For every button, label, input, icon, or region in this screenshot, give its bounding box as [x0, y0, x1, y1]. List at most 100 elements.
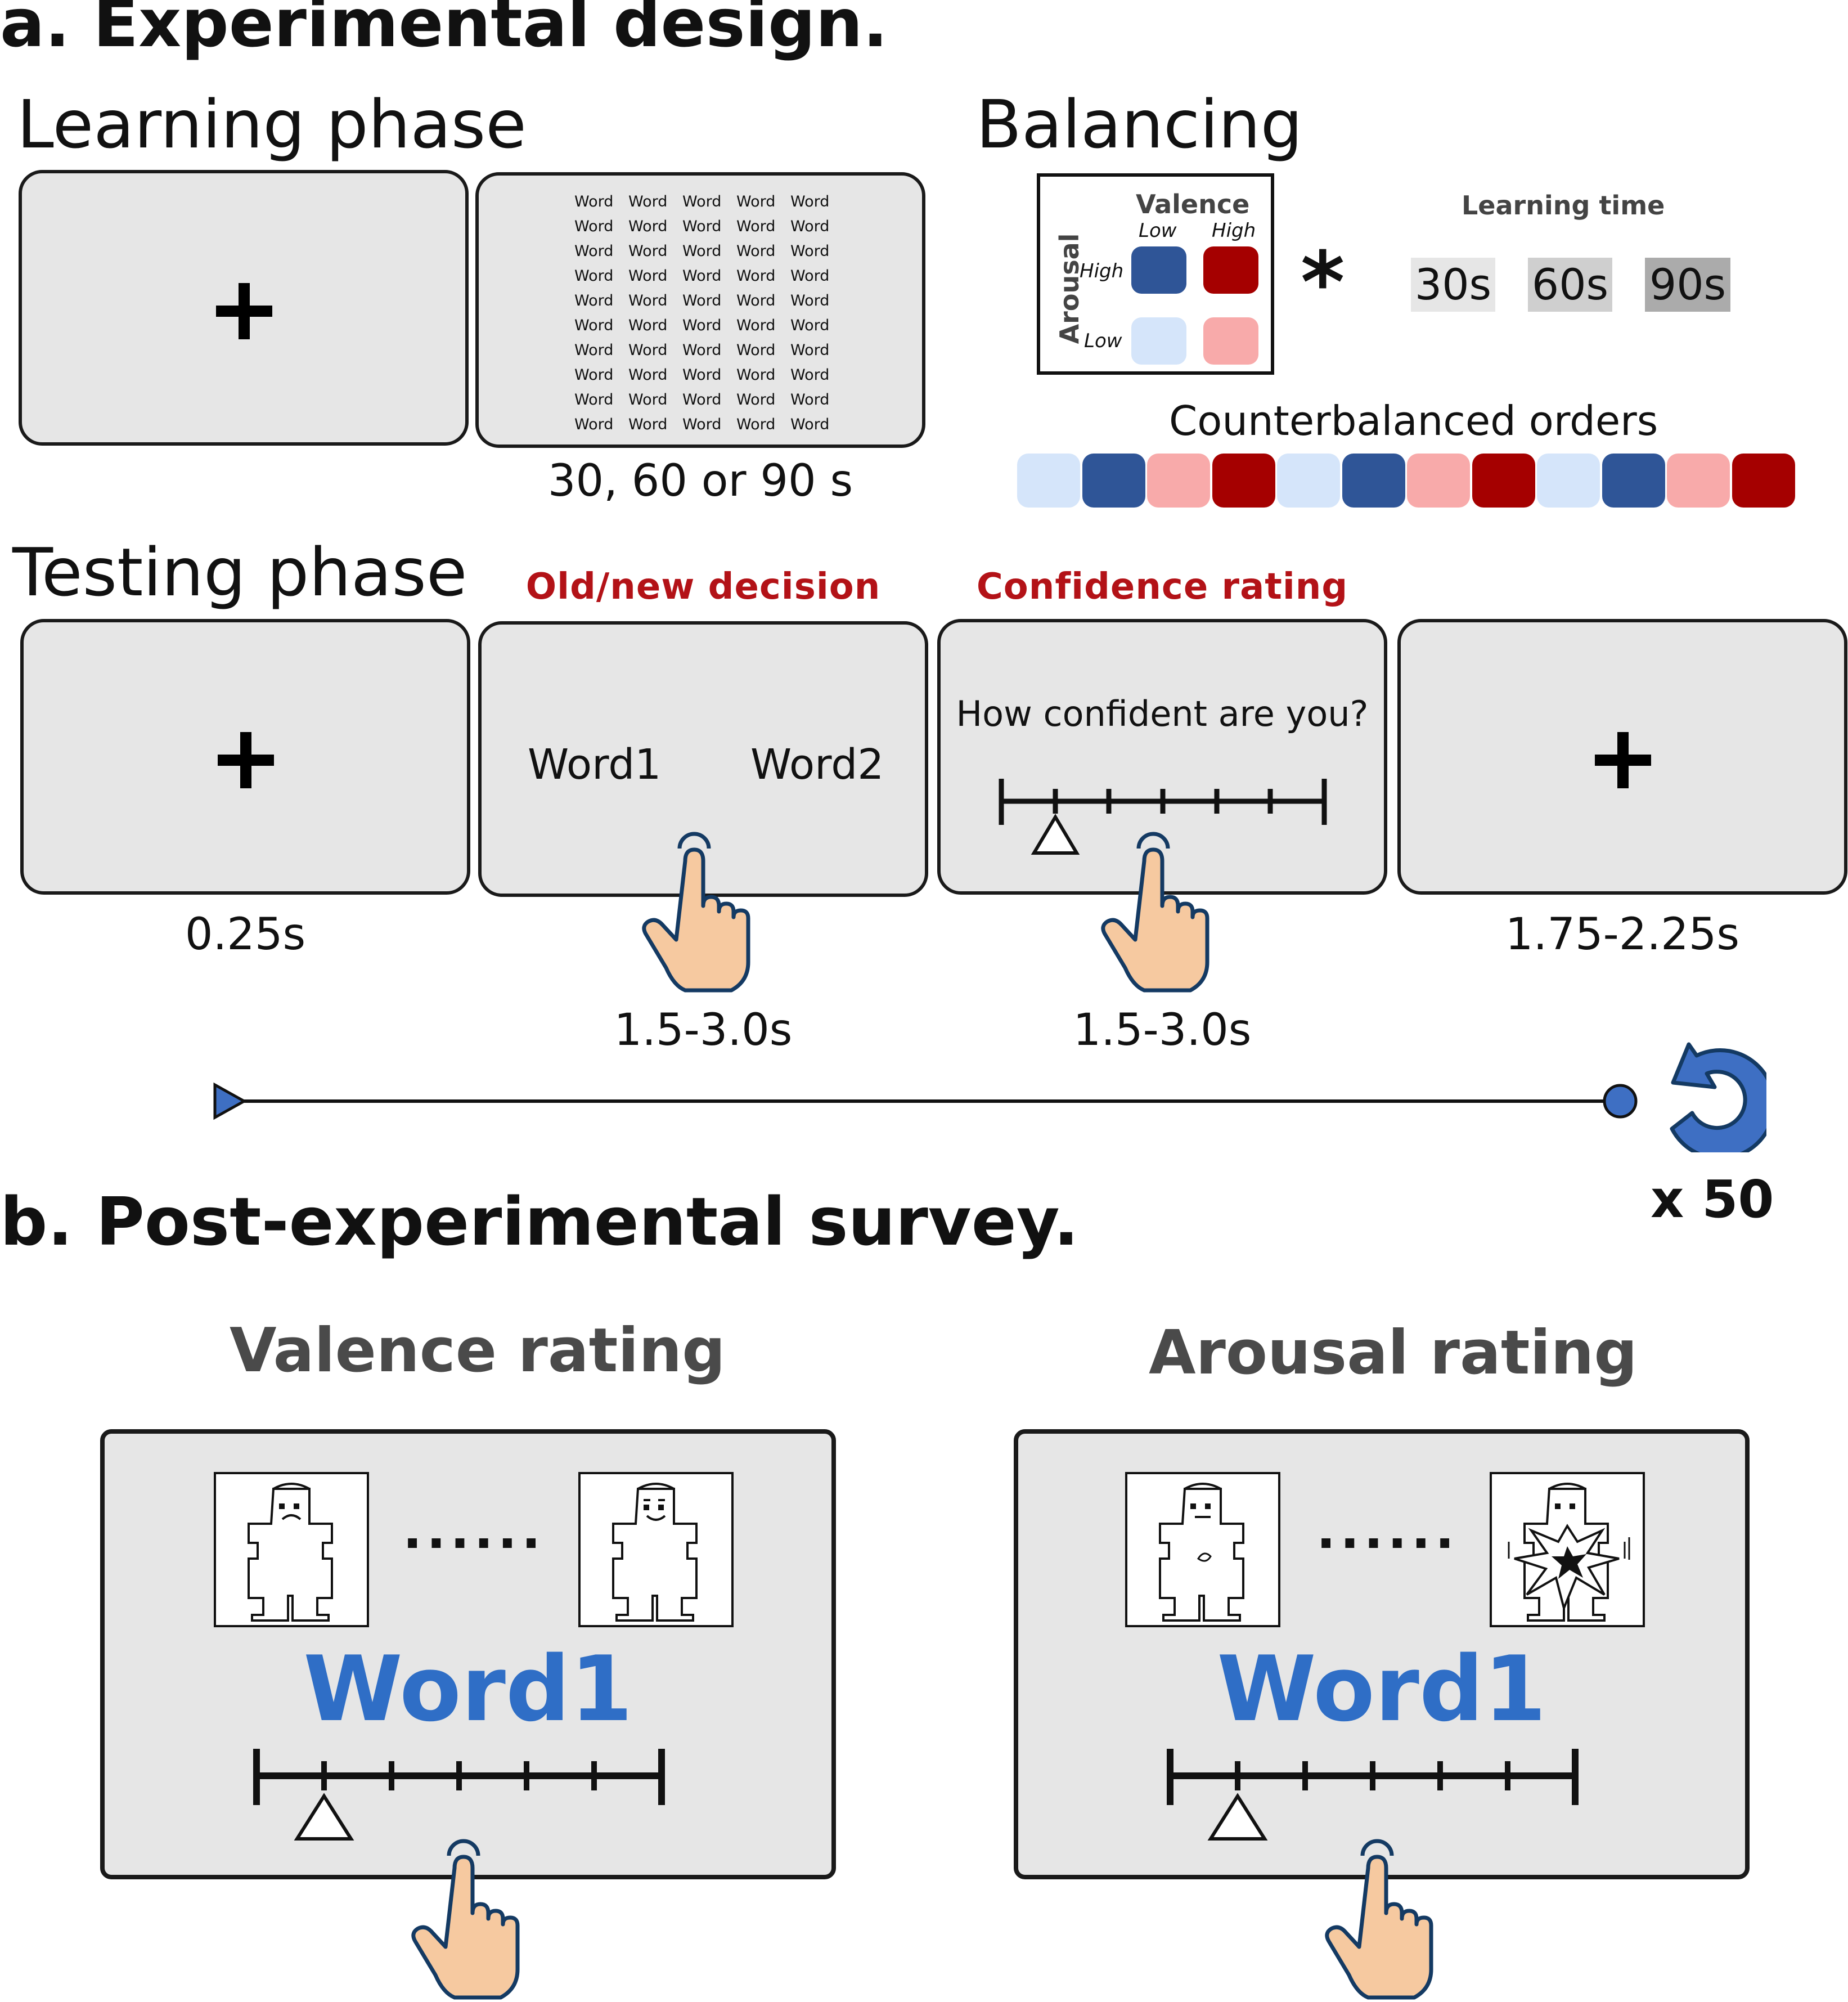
valence-rating-scale[interactable] — [252, 1749, 668, 1844]
word-list-item: Word — [790, 317, 830, 334]
confidence-rating-title: Confidence rating — [976, 566, 1348, 608]
fixation-cross-icon — [1595, 732, 1651, 788]
word-list-item: Word — [682, 193, 722, 210]
pointing-hand-icon — [1101, 832, 1209, 993]
word-list-item: Word — [574, 317, 614, 334]
word-list-item: Word — [628, 366, 668, 384]
fixation-cross-icon — [216, 283, 272, 339]
word-list-item: Word — [628, 218, 668, 235]
option-word1[interactable]: Word1 — [528, 740, 662, 789]
swatch-low-arousal-high-valence — [1203, 317, 1258, 365]
word-list-item: Word — [790, 391, 830, 409]
valence-arousal-matrix: Valence Low High Arousal High Low — [1037, 173, 1274, 375]
word-list-item: Word — [628, 342, 668, 359]
repeat-count: x 50 — [1651, 1169, 1774, 1229]
order-swatch-high-low — [1082, 454, 1145, 508]
order-swatch-low-high — [1147, 454, 1210, 508]
order-swatch-low-low — [1017, 454, 1080, 508]
word-list-item: Word — [790, 292, 830, 309]
sam-valence-positive-icon — [578, 1472, 734, 1627]
word-list-item: Word — [682, 218, 722, 235]
arousal-rating-scale[interactable] — [1166, 1749, 1582, 1844]
word-list-item: Word — [736, 243, 776, 260]
scale-pointer-icon — [1031, 814, 1080, 855]
learning-time-label: Learning time — [1462, 190, 1665, 221]
order-swatch-low-high — [1667, 454, 1730, 508]
pointing-hand-icon — [1325, 1839, 1433, 2000]
timeline-end-dot-icon — [1603, 1084, 1638, 1119]
word-list-item: Word — [628, 243, 668, 260]
times-symbol: * — [1301, 234, 1345, 332]
swatch-high-arousal-low-valence — [1131, 246, 1186, 294]
valence-rating-screen: ...... Word1 — [100, 1429, 836, 1879]
pointing-hand-icon — [411, 1839, 520, 2000]
word-list-item: Word — [574, 366, 614, 384]
word-list-item: Word — [790, 243, 830, 260]
word-list-item: Word — [736, 193, 776, 210]
learning-time-90s: 90s — [1645, 258, 1730, 312]
section-b-title: b. Post-experimental survey. — [0, 1183, 1079, 1260]
word-list-item: Word — [790, 366, 830, 384]
arousal-low-label: Low — [1084, 330, 1122, 352]
word-list-item: Word — [574, 218, 614, 235]
word-list-item: Word — [574, 193, 614, 210]
valence-rating-title: Valence rating — [230, 1316, 726, 1386]
confidence-question: How confident are you? — [956, 693, 1369, 734]
section-a-title: a. Experimental design. — [0, 0, 888, 62]
word-list-item: Word — [574, 267, 614, 285]
word-list-item: Word — [628, 317, 668, 334]
survey-word: Word1 — [1217, 1636, 1546, 1741]
valence-axis-label: Valence — [1136, 189, 1250, 219]
order-swatch-high-high — [1732, 454, 1795, 508]
word-list-item: Word — [628, 292, 668, 309]
order-swatch-high-low — [1342, 454, 1405, 508]
word-list-item: Word — [736, 391, 776, 409]
learning-phase-title: Learning phase — [17, 86, 527, 163]
confidence-scale[interactable] — [997, 774, 1334, 859]
order-swatch-high-low — [1602, 454, 1665, 508]
word-list-item: Word — [736, 267, 776, 285]
word-list-item: Word — [736, 218, 776, 235]
iti-duration: 1.75-2.25s — [1505, 909, 1740, 960]
order-swatch-high-high — [1472, 454, 1535, 508]
word-list-item: Word — [574, 391, 614, 409]
trial-timeline — [213, 1082, 1638, 1120]
word-list-item: Word — [736, 317, 776, 334]
word-list-item: Word — [736, 416, 776, 433]
testing-phase-title: Testing phase — [12, 533, 467, 611]
word-list-grid: Word Word Word Word Word Word Word Word Word Word… — [574, 191, 844, 436]
scale-pointer-icon — [1207, 1793, 1268, 1841]
word-list-item: Word — [682, 292, 722, 309]
arousal-axis-label: Arousal — [1054, 233, 1085, 344]
word-list-item: Word — [682, 267, 722, 285]
word-list-item: Word — [736, 292, 776, 309]
option-word2[interactable]: Word2 — [750, 740, 884, 789]
learning-time-60s: 60s — [1528, 258, 1612, 312]
old-new-decision-screen: Word1 Word2 — [478, 621, 928, 897]
learning-word-list-screen: Word Word Word Word Word Word Word Word Word Word… — [475, 172, 925, 448]
learning-time-30s: 30s — [1411, 258, 1495, 312]
order-swatch-low-high — [1407, 454, 1470, 508]
scale-pointer-icon — [294, 1793, 354, 1841]
arousal-rating-screen: ...... Word1 — [1014, 1429, 1750, 1879]
survey-word: Word1 — [303, 1636, 633, 1741]
word-list-item: Word — [628, 267, 668, 285]
word-list-item: Word — [574, 243, 614, 260]
word-list-item: Word — [574, 292, 614, 309]
word-list-item: Word — [790, 193, 830, 210]
word-list-item: Word — [682, 243, 722, 260]
balancing-title: Balancing — [976, 86, 1303, 163]
word-list-item: Word — [682, 391, 722, 409]
word-list-item: Word — [682, 366, 722, 384]
word-list-item: Word — [790, 416, 830, 433]
learning-fixation-screen — [19, 170, 469, 446]
word-list-item: Word — [628, 416, 668, 433]
order-swatch-high-high — [1212, 454, 1275, 508]
sam-arousal-calm-icon — [1125, 1472, 1280, 1627]
word-list-item: Word — [790, 342, 830, 359]
fixation-duration: 0.25s — [185, 909, 306, 960]
swatch-high-arousal-high-valence — [1203, 246, 1258, 294]
valence-high-label: High — [1212, 219, 1256, 242]
order-swatch-low-low — [1537, 454, 1600, 508]
word-list-item: Word — [574, 416, 614, 433]
